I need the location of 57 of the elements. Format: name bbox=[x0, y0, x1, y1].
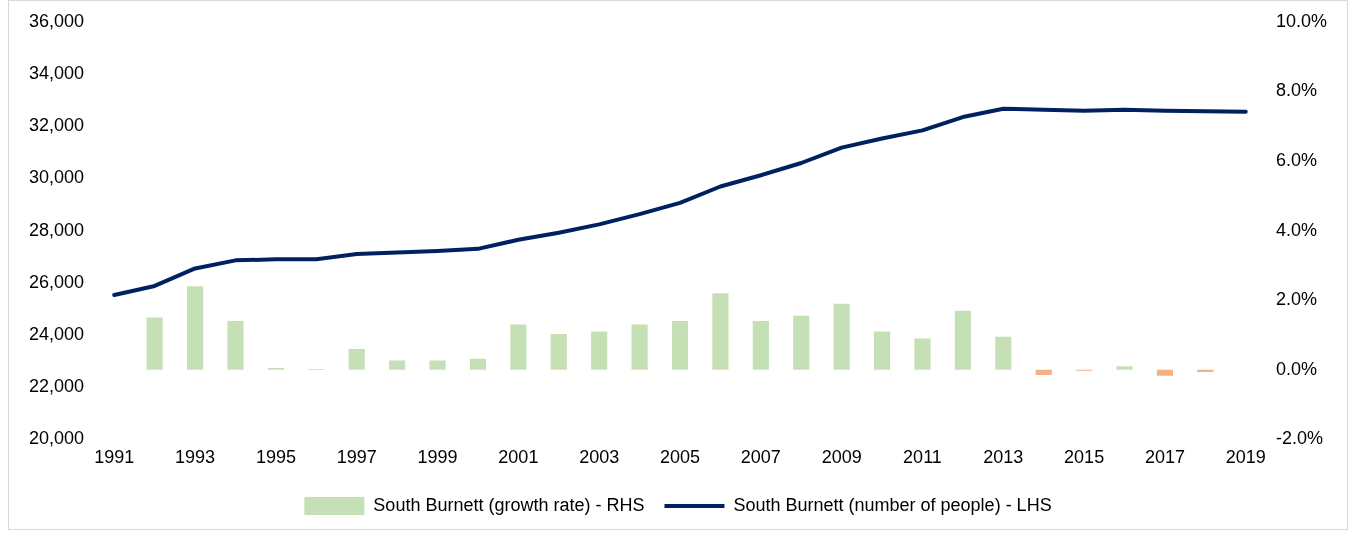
bar bbox=[1116, 366, 1133, 370]
x-tick-label: 1999 bbox=[417, 447, 458, 468]
x-tick-label: 2015 bbox=[1064, 447, 1105, 468]
y-tick-label: 24,000 bbox=[28, 323, 85, 344]
bar bbox=[1035, 369, 1052, 376]
bar bbox=[712, 293, 729, 370]
x-tick-label: 1993 bbox=[175, 447, 216, 468]
y2-tick-label: -2.0% bbox=[1275, 428, 1323, 449]
x-tick-label: 2005 bbox=[659, 447, 701, 468]
x-tick-label: 2003 bbox=[579, 447, 620, 468]
legend-label: South Burnett (number of people) - LHS bbox=[733, 494, 1052, 515]
y-tick-label: 32,000 bbox=[28, 115, 85, 136]
x-tick-label: 2001 bbox=[498, 447, 539, 468]
bar bbox=[227, 321, 244, 370]
y-tick-label: 22,000 bbox=[28, 376, 85, 397]
x-tick-label: 2019 bbox=[1225, 447, 1266, 468]
x-tick-label: 1997 bbox=[336, 447, 377, 468]
y-tick-label: 20,000 bbox=[28, 428, 85, 449]
bar bbox=[833, 303, 850, 370]
bar bbox=[671, 321, 689, 370]
y-tick-label: 26,000 bbox=[28, 271, 85, 292]
bar bbox=[469, 358, 487, 370]
bar bbox=[1156, 369, 1174, 376]
x-tick-label: 2009 bbox=[821, 447, 862, 468]
y2-tick-label: 0.0% bbox=[1275, 358, 1317, 379]
bar bbox=[873, 331, 891, 370]
y2-tick-label: 10.0% bbox=[1275, 10, 1328, 31]
y-tick-label: 28,000 bbox=[28, 219, 85, 240]
x-tick-label: 2011 bbox=[903, 447, 942, 468]
bar bbox=[348, 348, 365, 370]
bar bbox=[631, 324, 648, 370]
bar bbox=[187, 286, 204, 370]
bar bbox=[550, 333, 567, 370]
bar bbox=[995, 336, 1012, 370]
bar bbox=[510, 324, 527, 370]
x-tick-label: 2017 bbox=[1144, 447, 1185, 468]
bar bbox=[914, 338, 931, 370]
x-tick-label: 1995 bbox=[255, 447, 296, 468]
y2-tick-label: 6.0% bbox=[1275, 149, 1317, 170]
y-tick-label: 36,000 bbox=[28, 10, 85, 31]
y-tick-label: 34,000 bbox=[28, 62, 85, 83]
y2-tick-label: 4.0% bbox=[1275, 219, 1317, 240]
bar bbox=[954, 310, 971, 370]
bar bbox=[591, 331, 608, 370]
bar bbox=[1197, 369, 1214, 372]
y2-tick-label: 2.0% bbox=[1275, 289, 1317, 310]
bar bbox=[752, 321, 769, 370]
bar bbox=[146, 317, 163, 370]
x-tick-label: 2013 bbox=[983, 447, 1024, 468]
x-tick-label: 2007 bbox=[740, 447, 781, 468]
legend-label: South Burnett (growth rate) - RHS bbox=[373, 494, 645, 515]
x-tick-label: 1991 bbox=[94, 447, 135, 468]
y2-tick-label: 8.0% bbox=[1275, 80, 1317, 101]
y-tick-label: 30,000 bbox=[28, 167, 85, 188]
bar bbox=[793, 315, 810, 370]
bar bbox=[429, 360, 446, 370]
bar bbox=[389, 360, 406, 370]
